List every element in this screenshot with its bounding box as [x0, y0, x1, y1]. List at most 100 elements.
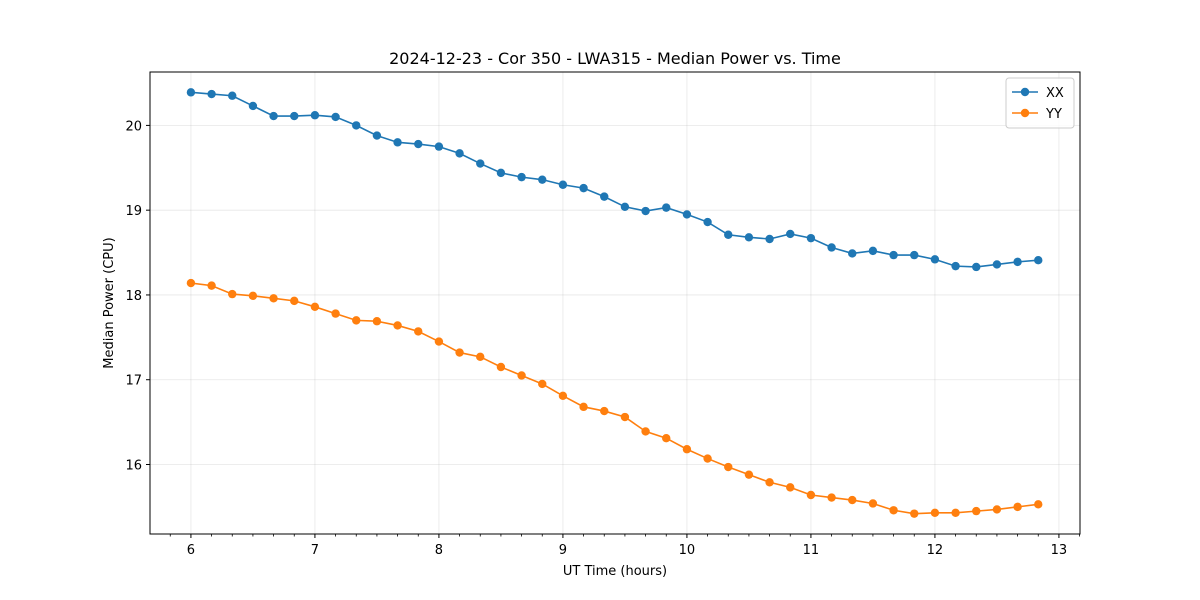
data-point-yy [579, 402, 588, 412]
y-tick-label: 16 [125, 458, 142, 473]
data-point-yy [744, 470, 754, 479]
data-point-yy [703, 454, 712, 463]
data-point-yy [765, 478, 774, 487]
data-point-yy [600, 406, 609, 416]
data-point-xx [682, 210, 692, 219]
data-point-xx [476, 159, 485, 168]
data-point-xx [930, 255, 940, 264]
data-point-yy [331, 309, 340, 318]
data-point-xx [207, 89, 216, 99]
data-point-yy [930, 508, 940, 518]
y-axis-label: Median Power (CPU) [102, 237, 117, 368]
axes: 6 7 8 9 10 11 12 13 16 17 18 19 20 [125, 119, 1080, 558]
x-tick-label: 12 [927, 543, 944, 558]
data-point-yy [290, 296, 299, 306]
data-point-xx [228, 91, 237, 100]
data-point-xx [352, 121, 361, 130]
data-point-yy [414, 327, 423, 336]
data-point-xx [889, 250, 898, 260]
data-point-yy [393, 321, 402, 330]
x-tick-label: 10 [679, 543, 696, 558]
data-point-yy [806, 490, 816, 500]
data-point-xx [393, 138, 402, 147]
data-point-yy [1013, 502, 1022, 512]
legend-marker-xx [1020, 87, 1030, 97]
series-layer [186, 88, 1043, 518]
data-point-yy [517, 371, 526, 380]
data-point-yy [662, 434, 671, 443]
data-point-xx [848, 249, 857, 258]
data-point-yy [496, 362, 506, 372]
x-tick-label: 8 [435, 543, 443, 558]
data-point-xx [496, 168, 506, 178]
data-point-xx [620, 202, 630, 211]
data-point-xx [1034, 255, 1043, 265]
data-point-yy [827, 493, 836, 502]
y-tick-label: 17 [125, 374, 142, 389]
x-tick-label: 13 [1051, 543, 1068, 558]
data-point-xx [414, 139, 423, 149]
data-point-xx [806, 233, 816, 243]
data-point-xx [290, 111, 299, 121]
data-point-yy [538, 379, 547, 389]
x-tick-label: 11 [803, 543, 820, 558]
plot-frame [149, 71, 1081, 535]
data-point-yy [352, 316, 361, 325]
data-point-xx [517, 172, 526, 182]
chart-title: 2024-12-23 - Cor 350 - LWA315 - Median P… [389, 49, 841, 68]
y-tick-label: 18 [125, 289, 142, 304]
data-point-yy [248, 291, 258, 300]
data-point-xx [600, 192, 609, 201]
data-point-yy [476, 352, 485, 362]
legend-label-xx: XX [1046, 86, 1064, 101]
data-point-xx [186, 88, 196, 97]
data-point-yy [228, 289, 237, 299]
data-point-yy [1034, 500, 1043, 509]
data-point-xx [269, 111, 278, 121]
data-point-xx [641, 206, 650, 216]
data-point-yy [724, 462, 733, 472]
data-point-xx [827, 243, 836, 252]
data-point-xx [331, 112, 340, 122]
data-point-xx [972, 262, 981, 272]
data-point-yy [682, 445, 692, 454]
data-point-yy [951, 508, 960, 518]
data-point-yy [372, 317, 382, 326]
data-point-yy [889, 506, 898, 515]
data-point-xx [662, 203, 671, 212]
data-point-xx [1013, 257, 1022, 267]
data-point-yy [455, 348, 464, 357]
x-tick-label: 6 [187, 543, 195, 558]
legend: XX YY [1005, 77, 1075, 129]
data-point-xx [744, 233, 754, 242]
data-point-xx [579, 183, 588, 193]
x-axis-label: UT Time (hours) [563, 564, 667, 579]
data-point-xx [868, 246, 878, 256]
data-point-xx [558, 180, 568, 189]
data-point-yy [910, 509, 919, 518]
legend-marker-yy [1020, 108, 1030, 118]
data-point-yy [269, 294, 278, 303]
data-point-yy [186, 278, 196, 288]
x-tick-label: 9 [559, 543, 567, 558]
y-tick-label: 20 [125, 119, 142, 134]
data-point-xx [992, 260, 1002, 269]
data-point-xx [455, 149, 464, 158]
legend-label-yy: YY [1045, 107, 1062, 122]
data-point-xx [724, 230, 733, 239]
data-point-xx [372, 131, 382, 140]
data-point-yy [972, 506, 981, 516]
data-point-xx [786, 229, 795, 239]
data-point-xx [434, 142, 444, 151]
data-point-xx [765, 234, 774, 244]
data-point-xx [538, 175, 547, 184]
data-point-yy [558, 391, 568, 401]
data-point-yy [310, 302, 320, 312]
data-point-yy [868, 499, 878, 508]
data-point-xx [310, 111, 320, 120]
data-point-xx [910, 250, 919, 260]
data-point-yy [620, 412, 630, 422]
x-tick-label: 7 [311, 543, 319, 558]
